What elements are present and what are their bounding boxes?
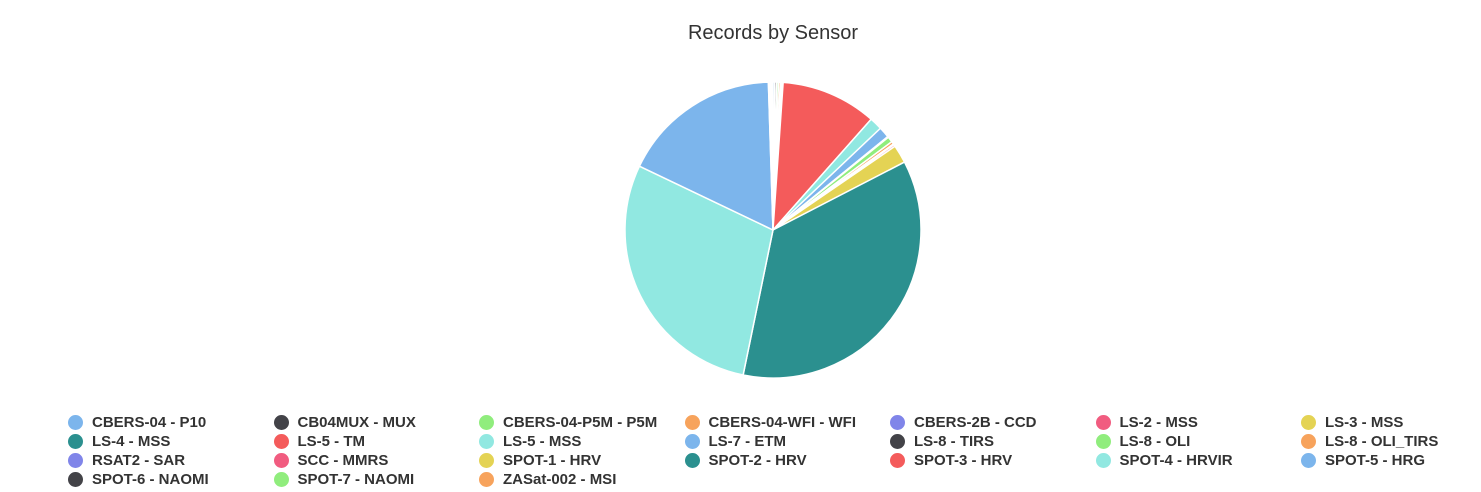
legend-label: LS-4 - MSS bbox=[92, 433, 171, 450]
legend-swatch bbox=[684, 434, 700, 449]
legend-label: CBERS-2B - CCD bbox=[914, 414, 1037, 431]
legend-swatch bbox=[890, 434, 905, 449]
legend-label: SPOT-3 - HRV bbox=[914, 452, 1013, 469]
legend-label: SPOT-4 - HRVIR bbox=[1119, 452, 1233, 469]
legend-swatch bbox=[1301, 434, 1316, 449]
chart-title: Records by Sensor bbox=[687, 22, 859, 44]
legend-swatch bbox=[273, 453, 289, 468]
legend-item-spot-3-hrv[interactable]: SPOT-3 - HRV bbox=[890, 451, 1012, 470]
legend-swatch bbox=[1301, 415, 1316, 430]
legend-item-spot-1-hrv[interactable]: SPOT-1 - HRV bbox=[479, 451, 601, 470]
legend-item-ls-5-mss[interactable]: LS-5 - MSS bbox=[479, 432, 581, 451]
legend-label: ZASat-002 - MSI bbox=[503, 471, 617, 488]
legend-swatch bbox=[1095, 453, 1111, 468]
legend-item-scc-mmrs[interactable]: SCC - MMRS bbox=[273, 451, 389, 470]
legend-label: LS-5 - MSS bbox=[503, 433, 582, 450]
legend-item-zasat-002-msi[interactable]: ZASat-002 - MSI bbox=[479, 470, 616, 489]
legend-swatch bbox=[273, 434, 289, 449]
legend-label: SCC - MMRS bbox=[297, 452, 389, 469]
legend-swatch bbox=[273, 472, 289, 487]
legend-item-ls-4-mss[interactable]: LS-4 - MSS bbox=[68, 432, 170, 451]
legend-swatch bbox=[68, 415, 83, 430]
legend-item-spot-7-naomi[interactable]: SPOT-7 - NAOMI bbox=[273, 470, 415, 489]
legend-swatch bbox=[479, 472, 494, 487]
legend-label: LS-3 - MSS bbox=[1325, 414, 1404, 431]
legend-label: CBERS-04 - P10 bbox=[92, 414, 207, 431]
pie-chart bbox=[624, 81, 922, 379]
pie-slice-spot-4-hrvir[interactable] bbox=[624, 165, 774, 376]
legend-label: SPOT-6 - NAOMI bbox=[92, 471, 209, 488]
legend-item-ls-5-tm[interactable]: LS-5 - TM bbox=[273, 432, 366, 451]
pie-slice-spot-5-hrg[interactable] bbox=[638, 81, 774, 231]
legend-swatch bbox=[68, 434, 83, 449]
legend-swatch bbox=[68, 453, 83, 468]
legend-swatch bbox=[1095, 434, 1111, 449]
legend-label: SPOT-2 - HRV bbox=[708, 452, 807, 469]
legend-item-ls-8-tirs[interactable]: LS-8 - TIRS bbox=[890, 432, 994, 451]
legend-item-cbers-04-p10[interactable]: CBERS-04 - P10 bbox=[68, 413, 206, 432]
legend-label: LS-2 - MSS bbox=[1119, 414, 1198, 431]
legend-swatch bbox=[273, 415, 289, 430]
legend-item-rsat2-sar[interactable]: RSAT2 - SAR bbox=[68, 451, 185, 470]
legend-swatch bbox=[479, 453, 494, 468]
legend-label: LS-8 - TIRS bbox=[914, 433, 995, 450]
legend-label: LS-5 - TM bbox=[297, 433, 366, 450]
legend-label: SPOT-5 - HRG bbox=[1325, 452, 1426, 469]
legend-item-cb04mux-mux[interactable]: CB04MUX - MUX bbox=[273, 413, 416, 432]
legend-swatch bbox=[479, 415, 494, 430]
legend-swatch bbox=[68, 472, 83, 487]
legend-label: SPOT-1 - HRV bbox=[503, 452, 602, 469]
legend-swatch bbox=[479, 434, 494, 449]
legend-item-spot-2-hrv[interactable]: SPOT-2 - HRV bbox=[684, 451, 807, 470]
legend-item-spot-4-hrvir[interactable]: SPOT-4 - HRVIR bbox=[1095, 451, 1233, 470]
legend-item-ls-2-mss[interactable]: LS-2 - MSS bbox=[1095, 413, 1198, 432]
legend-item-ls-7-etm[interactable]: LS-7 - ETM bbox=[684, 432, 787, 451]
legend-label: CB04MUX - MUX bbox=[297, 414, 416, 431]
legend-swatch bbox=[1301, 453, 1316, 468]
pie-slice-zasat-002-msi[interactable] bbox=[771, 81, 774, 231]
legend-item-ls-8-oli[interactable]: LS-8 - OLI bbox=[1095, 432, 1191, 451]
pie-slice-ls-4-mss[interactable] bbox=[742, 161, 922, 379]
pie-slice-ls-5-tm[interactable] bbox=[772, 81, 872, 231]
legend-item-spot-5-hrg[interactable]: SPOT-5 - HRG bbox=[1301, 451, 1425, 470]
legend-swatch bbox=[890, 453, 905, 468]
legend-item-ls-3-mss[interactable]: LS-3 - MSS bbox=[1301, 413, 1403, 432]
legend-swatch bbox=[684, 453, 700, 468]
legend-label: LS-8 - OLI_TIRS bbox=[1325, 433, 1439, 450]
legend-label: LS-7 - ETM bbox=[708, 433, 787, 450]
legend-item-ls-8-oli-tirs[interactable]: LS-8 - OLI_TIRS bbox=[1301, 432, 1438, 451]
legend-label: CBERS-04-WFI - WFI bbox=[708, 414, 857, 431]
legend-label: CBERS-04-P5M - P5M bbox=[503, 414, 658, 431]
legend-label: RSAT2 - SAR bbox=[92, 452, 186, 469]
legend-label: LS-8 - OLI bbox=[1119, 433, 1191, 450]
legend-item-cbers-2b-ccd[interactable]: CBERS-2B - CCD bbox=[890, 413, 1037, 432]
legend-swatch bbox=[684, 415, 700, 430]
legend-item-cbers-04-p5m-p5m[interactable]: CBERS-04-P5M - P5M bbox=[479, 413, 657, 432]
legend-swatch bbox=[1095, 415, 1111, 430]
legend-item-cbers-04-wfi-wfi[interactable]: CBERS-04-WFI - WFI bbox=[684, 413, 857, 432]
legend-item-spot-6-naomi[interactable]: SPOT-6 - NAOMI bbox=[68, 470, 209, 489]
legend-swatch bbox=[890, 415, 905, 430]
legend-label: SPOT-7 - NAOMI bbox=[297, 471, 415, 488]
